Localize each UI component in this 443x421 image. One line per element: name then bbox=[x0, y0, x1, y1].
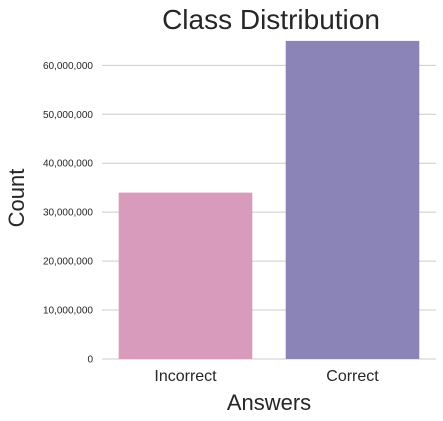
y-axis-ticks: 0 10,000,000 20,000,000 30,000,000 40,000,00… bbox=[43, 61, 94, 366]
y-tick-label: 30,000,000 bbox=[43, 208, 93, 219]
bar-correct bbox=[285, 40, 420, 359]
y-tick-label: 20,000,000 bbox=[43, 257, 93, 268]
y-tick-label: 10,000,000 bbox=[43, 306, 93, 317]
y-tick-label: 50,000,000 bbox=[43, 110, 93, 121]
y-axis-label: Count bbox=[4, 169, 29, 228]
x-axis-ticks: Incorrect Correct bbox=[154, 368, 379, 385]
y-tick-label: 0 bbox=[87, 355, 93, 366]
x-tick-label: Correct bbox=[326, 368, 379, 385]
y-tick-label: 60,000,000 bbox=[43, 61, 93, 72]
chart-title: Class Distribution bbox=[162, 4, 380, 35]
x-axis-label: Answers bbox=[227, 390, 311, 415]
x-tick-label: Incorrect bbox=[154, 368, 217, 385]
bars bbox=[118, 40, 420, 359]
bar-incorrect bbox=[118, 192, 253, 359]
y-tick-label: 40,000,000 bbox=[43, 159, 93, 170]
